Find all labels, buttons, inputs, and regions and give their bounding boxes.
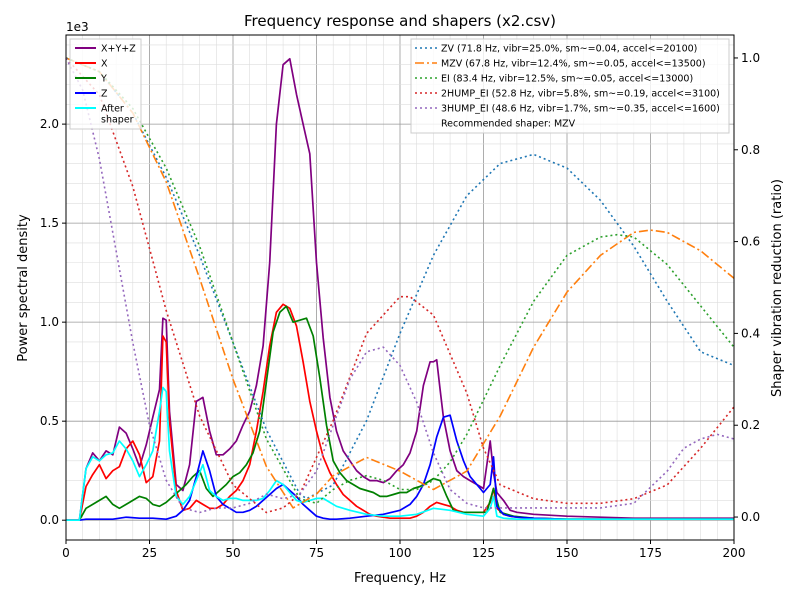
x-tick-label: 125 — [472, 546, 495, 560]
legend-left-box — [69, 38, 142, 130]
legend-left-label: Y — [100, 74, 107, 85]
y-tick-label: 1.0 — [40, 315, 59, 329]
series-line-4 — [66, 386, 734, 522]
y-multiplier: 1e3 — [66, 20, 89, 34]
legend-right-box — [410, 38, 730, 134]
legend-right-label: 3HUMP_EI (48.6 Hz, vibr=1.7%, sm~=0.35, … — [441, 104, 720, 115]
series-line-6 — [65, 57, 735, 509]
legend-left-label: X+Y+Z — [101, 44, 136, 55]
series-line-3 — [66, 414, 734, 522]
series-line-7 — [65, 57, 735, 505]
y-tick-label: 0.0 — [40, 513, 59, 527]
y2-tick-label: 1.0 — [741, 51, 760, 65]
y2-tick-label: 0.8 — [741, 143, 760, 157]
legend-left-label: shaper — [101, 115, 134, 126]
legend-left-label: X — [101, 59, 108, 70]
y-axis-label: Power spectral density — [16, 214, 31, 362]
x-tick-label: 150 — [556, 546, 579, 560]
series-layer — [65, 57, 735, 522]
y-tick-label: 2.0 — [40, 117, 59, 131]
x-tick-label: 100 — [389, 546, 412, 560]
y2-tick-label: 0.0 — [741, 510, 760, 524]
chart-title: Frequency response and shapers (x2.csv) — [244, 12, 556, 30]
series-line-8 — [65, 57, 735, 514]
y-tick-label: 1.5 — [40, 216, 59, 230]
x-tick-label: 25 — [142, 546, 157, 560]
x-axis-label: Frequency, Hz — [354, 571, 446, 586]
series-line-0 — [66, 57, 734, 522]
y2-tick-label: 0.2 — [741, 418, 760, 432]
legend-left-label: Z — [101, 89, 108, 100]
legend-right-label: ZV (71.8 Hz, vibr=25.0%, sm~=0.04, accel… — [441, 44, 697, 55]
y2-axis-label: Shaper vibration reduction (ratio) — [770, 179, 785, 397]
legend-right-label: MZV (67.8 Hz, vibr=12.4%, sm~=0.05, acce… — [441, 59, 706, 70]
x-tick-label: 200 — [723, 546, 746, 560]
y-tick-label: 0.5 — [40, 414, 59, 428]
x-tick-label: 75 — [309, 546, 324, 560]
y2-tick-label: 0.4 — [741, 326, 760, 340]
legend-right: ZV (71.8 Hz, vibr=25.0%, sm~=0.04, accel… — [410, 38, 730, 134]
x-tick-label: 0 — [62, 546, 70, 560]
series-line-9 — [65, 57, 735, 514]
legend-right-label: 2HUMP_EI (52.8 Hz, vibr=5.8%, sm~=0.19, … — [441, 89, 720, 100]
legend-right-label: EI (83.4 Hz, vibr=12.5%, sm~=0.05, accel… — [441, 74, 693, 85]
y2-tick-label: 0.6 — [741, 235, 760, 249]
x-tick-label: 175 — [639, 546, 662, 560]
ticks: 0 25 50 75 100 125 150 175 200 0.0 0.5 1.0 1.5 2.0 0.0… — [40, 51, 760, 560]
recommended-shaper-text: Recommended shaper: MZV — [441, 119, 576, 130]
series-line-2 — [66, 305, 734, 522]
legend-left-label: After — [101, 104, 124, 115]
x-tick-label: 50 — [225, 546, 240, 560]
